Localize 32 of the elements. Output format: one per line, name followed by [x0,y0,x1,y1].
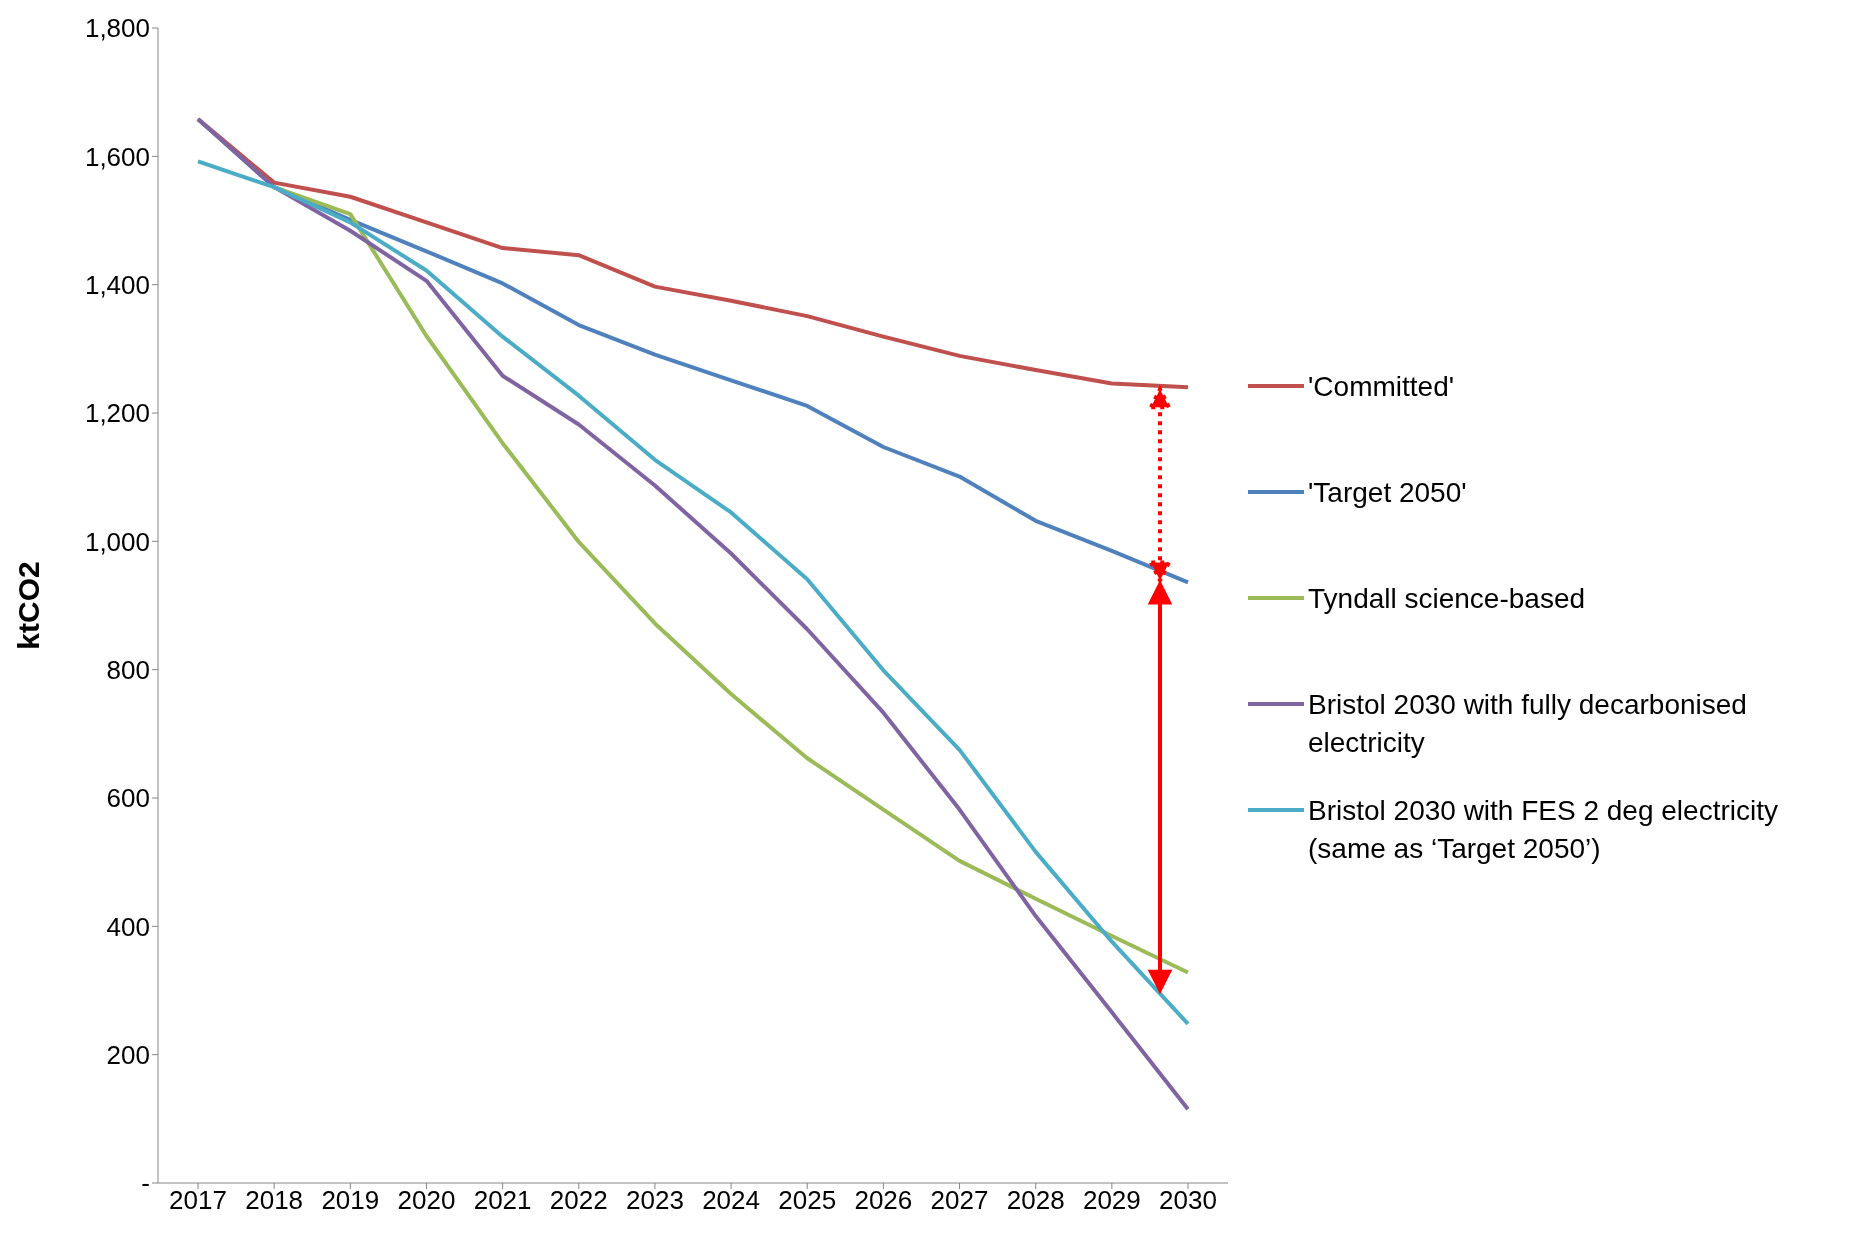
legend-label: Bristol 2030 with FES 2 deg electricity (same as ‘Target 2050’) [1308,794,1779,866]
x-tick-label: 2020 [397,1185,456,1216]
y-tick-label: 1,400 [84,269,150,300]
y-tick-label: 600 [106,783,150,814]
legend-label: Bristol 2030 with fully decarbonised electricity [1308,688,1748,760]
y-axis-title: ktCO2 [11,561,45,650]
y-tick-label: 1,200 [84,398,150,429]
y-tick-label: 800 [106,654,150,685]
line-series [272,185,1190,975]
x-tick-label: 2024 [702,1185,760,1216]
x-tick-label: 2030 [1159,1185,1217,1216]
x-tick-label: 2021 [473,1185,532,1216]
legend-label: 'Committed' [1308,370,1455,404]
x-tick-label: 2019 [321,1185,380,1216]
y-tick-label: 1,600 [84,141,150,172]
x-tick-label: 2025 [778,1185,837,1216]
y-tick-label: 200 [106,1039,150,1070]
x-tick-label: 2027 [930,1185,989,1216]
x-tick-label: 2029 [1082,1185,1141,1216]
x-tick-label: 2017 [169,1185,227,1216]
y-tick-label: - [141,1168,150,1199]
legend-label: Tyndall science-based [1308,582,1586,616]
legend-label: 'Target 2050' [1308,476,1467,510]
y-tick-label: 400 [106,911,150,942]
x-tick-label: 2023 [626,1185,684,1216]
x-tick-label: 2018 [245,1185,304,1216]
x-tick-label: 2022 [549,1185,608,1216]
y-tick-label: 1,000 [84,526,150,557]
line-series [196,117,1190,390]
x-tick-label: 2028 [1006,1185,1065,1216]
y-tick-label: 1,800 [84,13,150,44]
x-tick-label: 2026 [854,1185,913,1216]
